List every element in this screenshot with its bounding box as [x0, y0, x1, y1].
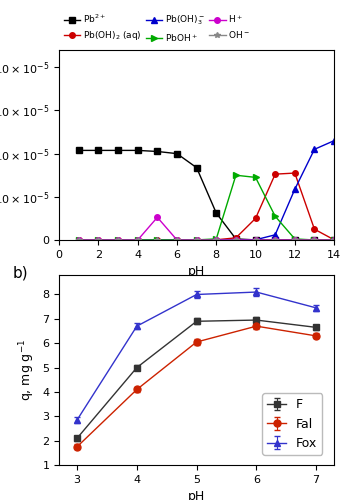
OH$^-$: [116, 237, 120, 243]
H$^+$: [195, 237, 199, 243]
H$^+$: [136, 237, 140, 243]
Pb(OH)$_3^-$: [96, 237, 101, 243]
Pb(OH)$_2$ (aq): [332, 237, 336, 243]
Pb(OH)$_3^-$: [332, 138, 336, 143]
OH$^-$: [175, 237, 179, 243]
Pb(OH)$_3^-$: [273, 232, 277, 238]
PbOH$^+$: [273, 213, 277, 219]
H$^+$: [253, 237, 258, 243]
PbOH$^+$: [253, 174, 258, 180]
H$^+$: [175, 237, 179, 243]
Pb(OH)$_3^-$: [155, 237, 159, 243]
PbOH$^+$: [77, 237, 81, 243]
PbOH$^+$: [155, 237, 159, 243]
Pb(OH)$_3^-$: [253, 237, 258, 243]
Pb(OH)$_3^-$: [234, 237, 238, 243]
H$^+$: [116, 237, 120, 243]
H$^+$: [273, 237, 277, 243]
Line: PbOH$^+$: PbOH$^+$: [76, 172, 337, 243]
PbOH$^+$: [136, 237, 140, 243]
Line: Pb(OH)$_2$ (aq): Pb(OH)$_2$ (aq): [76, 170, 337, 243]
Pb(OH)$_2$ (aq): [96, 237, 101, 243]
Line: OH$^-$: OH$^-$: [76, 237, 337, 243]
Pb$^{2+}$: [155, 148, 159, 154]
Line: H$^+$: H$^+$: [76, 214, 337, 243]
PbOH$^+$: [313, 237, 317, 243]
PbOH$^+$: [175, 237, 179, 243]
Pb$^{2+}$: [313, 237, 317, 243]
OH$^-$: [136, 237, 140, 243]
H$^+$: [313, 237, 317, 243]
H$^+$: [234, 237, 238, 243]
Pb$^{2+}$: [116, 148, 120, 154]
Pb$^{2+}$: [234, 236, 238, 242]
H$^+$: [214, 237, 218, 243]
Pb(OH)$_2$ (aq): [77, 237, 81, 243]
Pb$^{2+}$: [332, 237, 336, 243]
OH$^-$: [195, 237, 199, 243]
OH$^-$: [332, 237, 336, 243]
Text: b): b): [13, 266, 28, 280]
X-axis label: pH: pH: [188, 490, 205, 500]
PbOH$^+$: [116, 237, 120, 243]
H$^+$: [77, 237, 81, 243]
Pb(OH)$_2$ (aq): [313, 226, 317, 232]
Pb(OH)$_3^-$: [77, 237, 81, 243]
Pb(OH)$_2$ (aq): [234, 235, 238, 241]
OH$^-$: [253, 237, 258, 243]
OH$^-$: [77, 237, 81, 243]
H$^+$: [155, 214, 159, 220]
Pb(OH)$_2$ (aq): [155, 237, 159, 243]
OH$^-$: [96, 237, 101, 243]
Pb(OH)$_2$ (aq): [175, 237, 179, 243]
Pb(OH)$_2$ (aq): [214, 237, 218, 243]
Line: Pb(OH)$_3^-$: Pb(OH)$_3^-$: [76, 138, 337, 243]
PbOH$^+$: [214, 236, 218, 242]
Pb(OH)$_2$ (aq): [293, 170, 297, 176]
X-axis label: pH: pH: [188, 266, 205, 278]
Pb$^{2+}$: [195, 164, 199, 170]
Pb(OH)$_3^-$: [175, 237, 179, 243]
OH$^-$: [234, 237, 238, 243]
Pb(OH)$_2$ (aq): [195, 237, 199, 243]
Legend: Pb$^{2+}$, Pb(OH)$_2$ (aq), Pb(OH)$_3^-$, PbOH$^+$, H$^+$, OH$^-$: Pb$^{2+}$, Pb(OH)$_2$ (aq), Pb(OH)$_3^-$…: [64, 12, 250, 44]
OH$^-$: [293, 237, 297, 243]
Line: Pb$^{2+}$: Pb$^{2+}$: [76, 148, 337, 243]
Pb(OH)$_2$ (aq): [136, 237, 140, 243]
Pb$^{2+}$: [214, 210, 218, 216]
Pb(OH)$_3^-$: [313, 146, 317, 152]
Pb$^{2+}$: [253, 237, 258, 243]
OH$^-$: [214, 237, 218, 243]
Pb(OH)$_2$ (aq): [116, 237, 120, 243]
Pb(OH)$_2$ (aq): [253, 216, 258, 222]
PbOH$^+$: [234, 172, 238, 178]
PbOH$^+$: [293, 236, 297, 242]
Pb$^{2+}$: [77, 148, 81, 154]
OH$^-$: [273, 237, 277, 243]
Pb(OH)$_3^-$: [116, 237, 120, 243]
PbOH$^+$: [96, 237, 101, 243]
Pb(OH)$_3^-$: [293, 186, 297, 192]
OH$^-$: [155, 237, 159, 243]
Y-axis label: q, mg g$^{-1}$: q, mg g$^{-1}$: [17, 339, 37, 401]
Pb(OH)$_3^-$: [195, 237, 199, 243]
Pb$^{2+}$: [293, 237, 297, 243]
Pb(OH)$_3^-$: [136, 237, 140, 243]
Pb(OH)$_2$ (aq): [273, 171, 277, 177]
H$^+$: [293, 237, 297, 243]
Pb$^{2+}$: [175, 150, 179, 156]
Pb$^{2+}$: [136, 148, 140, 154]
PbOH$^+$: [195, 237, 199, 243]
PbOH$^+$: [332, 237, 336, 243]
OH$^-$: [313, 237, 317, 243]
H$^+$: [332, 237, 336, 243]
Pb(OH)$_3^-$: [214, 237, 218, 243]
Legend: F, Fal, Fox: F, Fal, Fox: [262, 394, 322, 455]
Pb$^{2+}$: [96, 148, 101, 154]
H$^+$: [96, 237, 101, 243]
Pb$^{2+}$: [273, 237, 277, 243]
